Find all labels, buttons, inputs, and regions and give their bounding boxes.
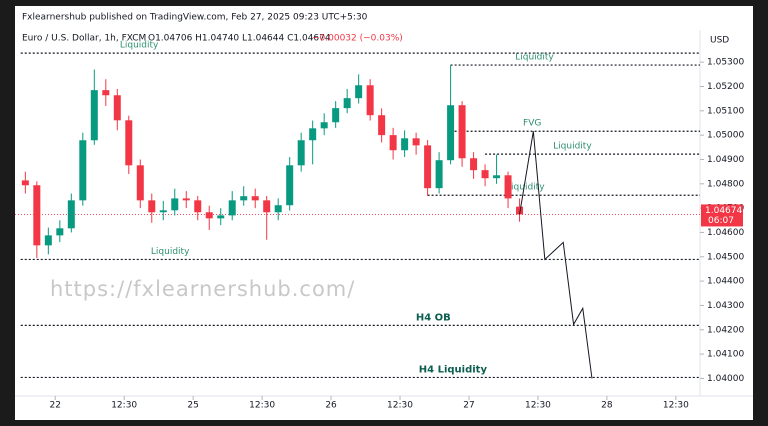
x-tick-label: 12:30: [111, 401, 137, 411]
candle-body: [493, 175, 501, 179]
candle-body: [320, 122, 328, 129]
y-tick-label: 1.04600: [707, 228, 744, 238]
candle-body: [44, 235, 52, 246]
y-tick-label: 1.04000: [707, 374, 744, 384]
watermark: https://fxlearnershub.com/: [50, 277, 355, 301]
candle-body: [355, 85, 363, 99]
chart-panel: [15, 6, 753, 420]
change: −0.00032 (−0.03%): [312, 34, 403, 44]
y-tick-label: 1.04100: [707, 350, 744, 360]
y-tick-label: 1.04200: [707, 325, 744, 335]
x-tick-label: 27: [463, 401, 474, 411]
level-label: Liquidity: [553, 142, 592, 152]
x-tick-label: 28: [601, 401, 613, 411]
candle-body: [251, 196, 259, 201]
candle-body: [217, 215, 225, 219]
candle-body: [136, 165, 144, 201]
candle-body: [435, 160, 443, 189]
candle-body: [458, 105, 466, 159]
candle-body: [205, 212, 213, 219]
candle-body: [286, 165, 294, 206]
candle-body: [33, 185, 41, 246]
candle-body: [67, 200, 75, 229]
candle-body: [159, 210, 167, 213]
candle-body: [389, 135, 397, 151]
candle-body: [297, 140, 305, 166]
level-label: H4 Liquidity: [419, 364, 488, 375]
y-tick-label: 1.04800: [707, 179, 744, 189]
candle-body: [481, 170, 489, 179]
y-tick-label: 1.04900: [707, 155, 744, 165]
y-tick-label: 1.05000: [707, 131, 744, 141]
candle-body: [366, 85, 374, 116]
y-tick-label: 1.04400: [707, 277, 744, 287]
level-label: Liquidity: [515, 53, 554, 63]
candle-body: [504, 175, 512, 199]
level-label: Liquidity: [120, 41, 159, 51]
y-tick-label: 1.05300: [707, 58, 744, 68]
y-tick-label: 1.05100: [707, 106, 744, 116]
level-label: Liquidity: [506, 183, 545, 193]
candle-body: [263, 200, 271, 213]
countdown: 06:07: [708, 216, 734, 226]
candle-body: [228, 200, 236, 216]
candle-body: [332, 108, 340, 123]
candle-body: [309, 128, 317, 141]
y-tick-label: 1.04500: [707, 252, 744, 262]
level-label: FVG: [523, 119, 541, 129]
candle-body: [182, 198, 190, 201]
x-tick-label: 26: [325, 401, 337, 411]
y-tick-label: 1.04300: [707, 301, 744, 311]
candle-body: [90, 90, 98, 141]
y-tick-label: 1.05200: [707, 82, 744, 92]
candle-body: [21, 180, 29, 186]
candle-body: [125, 120, 133, 166]
candle-body: [102, 90, 110, 96]
candle-body: [240, 196, 248, 201]
candle-body: [343, 98, 351, 109]
level-label: H4 OB: [416, 312, 451, 323]
candle-body: [56, 228, 64, 236]
projection-path: [519, 131, 593, 379]
candle-body: [470, 158, 478, 171]
x-tick-label: 12:30: [525, 401, 551, 411]
level-label: Liquidity: [151, 247, 190, 257]
candle-body: [113, 95, 121, 121]
x-tick-label: 12:30: [663, 401, 689, 411]
x-tick-label: 12:30: [387, 401, 413, 411]
candle-body: [378, 115, 386, 136]
candle-body: [274, 205, 282, 213]
candle-body: [148, 200, 156, 213]
symbol: Euro / U.S. Dollar, 1h, FXCM: [22, 34, 146, 44]
last-price-label: 1.04674: [705, 206, 742, 216]
candle-body: [401, 138, 409, 151]
currency: USD: [710, 36, 729, 46]
candle-body: [194, 200, 202, 213]
ohlc: O1.04706 H1.04740 L1.04644 C1.04674: [148, 34, 331, 44]
x-tick-label: 22: [49, 401, 60, 411]
x-tick-label: 25: [187, 401, 198, 411]
candle-body: [424, 145, 432, 189]
candle-body: [171, 198, 179, 211]
candle-body: [79, 140, 87, 201]
candle-body: [447, 105, 455, 161]
candle-body: [412, 138, 420, 146]
publisher: Fxlearnershub published on TradingView.c…: [22, 13, 368, 23]
last-price-tag: [701, 204, 743, 227]
candle-body: [516, 206, 524, 215]
x-tick-label: 12:30: [249, 401, 275, 411]
